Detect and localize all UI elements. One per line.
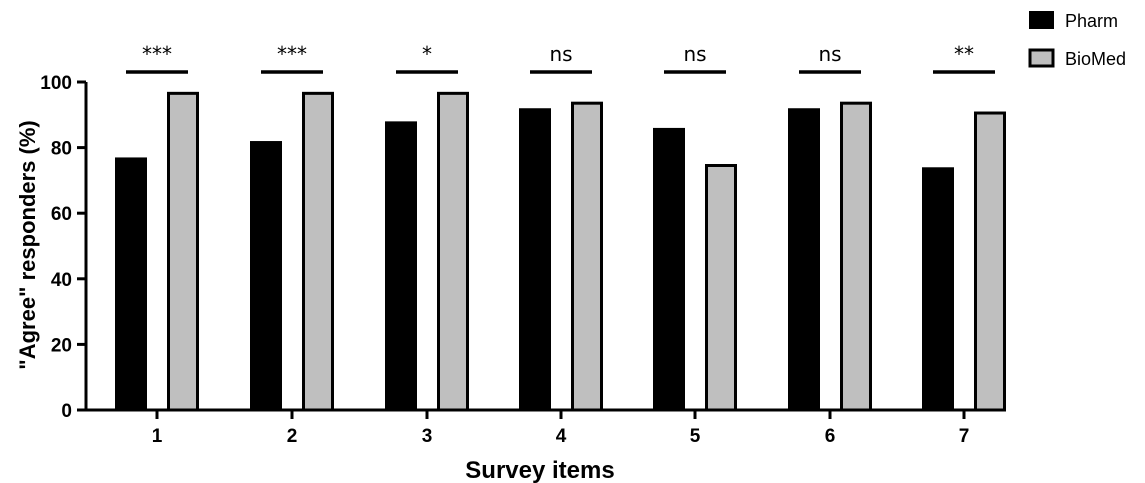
legend-swatch-biomed [1028,48,1055,68]
bar-biomed [437,91,469,412]
significance-label: ** [954,42,974,66]
legend: Pharm BioMed [1028,11,1126,69]
x-tick-label: 5 [690,426,701,447]
x-tick-label: 2 [287,426,298,447]
bar-pharm [653,127,685,412]
legend-label-pharm: Pharm [1065,11,1118,31]
bar-biomed [571,101,603,412]
bar-biomed [167,91,199,412]
bar-pharm [519,108,551,412]
y-tick-label: 80 [51,139,72,160]
plot-area: 0 20 40 60 80 100 1 *** 2 *** 3 * 4 ns 5 ns 6 ns 7 ** [40,42,1006,447]
significance-label: *** [277,42,307,66]
bar-biomed [840,101,872,412]
y-axis-label: "Agree" responders (%) [15,120,40,369]
significance-label: ns [683,42,706,66]
y-tick-label: 40 [51,270,72,291]
significance-label: * [422,42,432,66]
bar-pharm [922,167,954,412]
bar-biomed [302,91,334,412]
legend-label-biomed: BioMed [1065,49,1126,69]
y-tick-label: 60 [51,204,72,225]
bar-biomed [974,111,1006,412]
y-tick-label: 100 [40,73,72,94]
x-tick-label: 6 [825,426,836,447]
bar-pharm [250,141,282,412]
significance-label: ns [818,42,841,66]
significance-label: *** [142,42,172,66]
bar-biomed [705,164,737,412]
x-tick-label: 7 [959,426,970,447]
x-axis-label: Survey items [465,457,614,483]
x-tick-label: 4 [556,426,567,447]
y-tick-label: 20 [51,335,72,356]
legend-swatch-pharm [1029,11,1054,29]
y-tick-label: 0 [61,401,72,422]
significance-label: ns [549,42,572,66]
x-tick-label: 1 [152,426,163,447]
bar-pharm [115,157,147,412]
bar-pharm [385,121,417,412]
bar-pharm [788,108,820,412]
x-tick-label: 3 [422,426,433,447]
